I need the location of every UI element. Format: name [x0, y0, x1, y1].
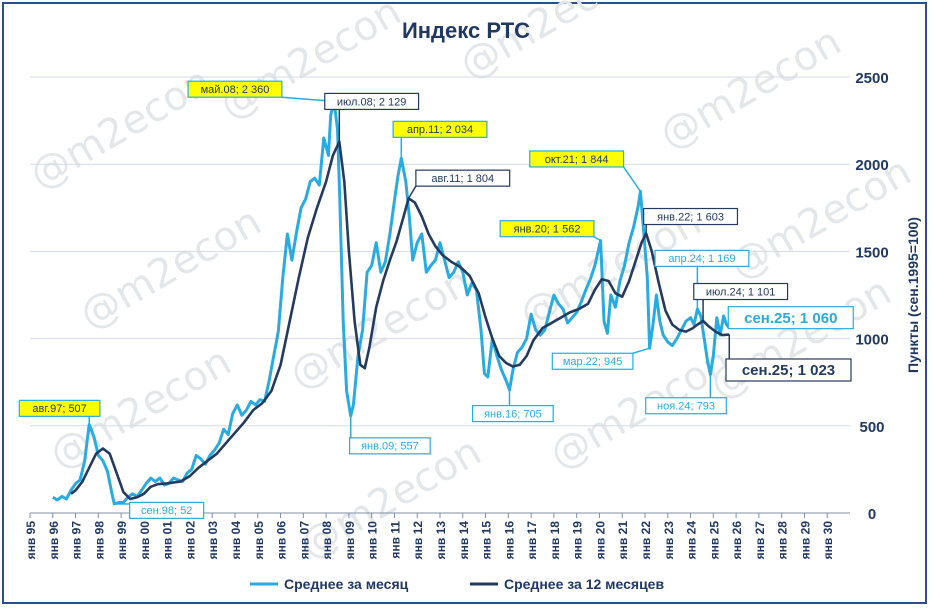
x-tick-label: янв 27 — [753, 521, 767, 560]
annotation-label: сен.98; 52 — [141, 505, 192, 517]
x-tick-label: янв 21 — [616, 521, 630, 560]
annotation-box — [324, 92, 420, 111]
x-tick-label: янв 11 — [388, 521, 402, 559]
annotation-label: апр.24; 1 169 — [668, 253, 735, 265]
x-tick-label: янв 97 — [70, 521, 84, 560]
x-tick-label: янв 26 — [730, 521, 744, 560]
x-tick-label: янв 01 — [161, 521, 175, 560]
annotation-box — [471, 404, 554, 423]
annotation-box — [727, 306, 854, 330]
x-tick-label: янв 23 — [662, 521, 676, 560]
x-tick-label: янв 24 — [685, 521, 699, 560]
x-tick-label: янв 05 — [252, 521, 266, 560]
annotation-box — [725, 358, 852, 382]
x-tick-label: янв 14 — [457, 521, 471, 560]
chart-title: Индекс РТС — [402, 18, 530, 43]
annotation-box — [129, 501, 205, 519]
x-tick-label: янв 02 — [183, 521, 197, 560]
annotation-label: авг.11; 1 804 — [431, 173, 494, 185]
x-tick-label: янв 16 — [502, 521, 516, 560]
watermark-text: @m2econ — [72, 198, 269, 338]
watermark-text: @m2econ — [652, 18, 849, 158]
annotation-label: сен.25; 1 023 — [742, 362, 835, 379]
annotation-box — [187, 80, 283, 98]
watermark-text: @m2econ — [22, 58, 219, 198]
x-tick-label: янв 04 — [229, 521, 243, 560]
annotation-label: сен.25; 1 060 — [744, 310, 837, 327]
annotation-label: янв.20; 1 562 — [514, 224, 581, 236]
watermark-text: @m2econ — [282, 258, 479, 398]
annotation-label: мар.22; 945 — [563, 356, 623, 368]
y-tick-label: 2000 — [855, 157, 888, 174]
x-tick-label: янв 03 — [206, 521, 220, 560]
series-line-annual — [70, 140, 730, 501]
x-tick-label: янв 06 — [275, 521, 289, 560]
x-tick-label: янв 07 — [297, 521, 311, 560]
annotation-box — [415, 169, 511, 187]
watermark-text: @m2econ — [452, 0, 649, 89]
annotation-label: авг.97; 507 — [32, 403, 86, 415]
x-tick-label: янв 20 — [593, 521, 607, 560]
x-tick-label: янв 00 — [138, 521, 152, 560]
annotation-box — [654, 249, 750, 267]
annotation-label: янв.22; 1 603 — [657, 211, 724, 223]
annotation-label: апр.11; 2 034 — [407, 124, 473, 136]
annotation-box — [643, 207, 739, 226]
annotation-box — [645, 397, 727, 415]
annotation-box — [348, 437, 431, 455]
x-tick-label: янв 96 — [47, 521, 61, 560]
annotation-box — [392, 120, 488, 138]
x-tick-label: янв 08 — [320, 521, 334, 560]
annotation-leader — [407, 185, 417, 199]
x-tick-label: янв 19 — [571, 521, 585, 560]
annotation-label: окт.21; 1 844 — [545, 154, 609, 166]
x-tick-label: янв 30 — [821, 521, 835, 560]
annotation-label: янв.09; 557 — [361, 441, 419, 453]
y-tick-label: 1500 — [855, 244, 888, 261]
x-tick-label: янв 10 — [366, 521, 380, 560]
annotation-box — [529, 150, 625, 168]
series-line-monthly — [52, 99, 731, 506]
x-tick-label: янв 99 — [115, 521, 129, 560]
annotation-box — [499, 220, 595, 238]
annotation-box — [551, 352, 634, 370]
y-tick-label: 0 — [868, 506, 876, 523]
x-tick-label: янв 13 — [434, 521, 448, 560]
annotation-box — [18, 399, 101, 417]
x-tick-label: янв 29 — [798, 521, 812, 560]
x-tick-label: янв 18 — [548, 521, 562, 560]
x-tick-label: янв 12 — [411, 521, 425, 560]
x-tick-label: янв 22 — [639, 521, 653, 560]
legend-label: Среднее за 12 месяцев — [504, 576, 664, 592]
annotation-label: ноя.24; 793 — [657, 401, 715, 413]
x-tick-label: янв 17 — [525, 521, 539, 560]
x-tick-label: янв 09 — [343, 521, 357, 560]
legend-label: Среднее за месяц — [284, 576, 409, 592]
y-axis-label: Пункты (сен.1995=100) — [905, 217, 921, 373]
annotation-leader — [632, 347, 650, 354]
x-tick-label: янв 15 — [480, 521, 494, 560]
x-tick-label: янв 95 — [24, 521, 38, 560]
annotation-leader — [622, 166, 642, 192]
watermark-text: @m2econ — [722, 148, 919, 288]
x-tick-label: янв 25 — [707, 521, 721, 560]
annotation-box — [693, 282, 789, 301]
x-tick-label: янв 98 — [92, 521, 106, 560]
y-tick-label: 1000 — [855, 332, 888, 349]
y-tick-label: 2500 — [855, 70, 888, 87]
x-tick-label: янв 28 — [776, 521, 790, 560]
annotation-label: май.08; 2 360 — [201, 84, 270, 96]
y-tick-label: 500 — [859, 419, 884, 436]
annotation-label: июл.08; 2 129 — [337, 96, 407, 108]
annotation-label: июл.24; 1 101 — [706, 286, 776, 298]
annotation-leader — [593, 236, 601, 242]
annotation-label: янв.16; 705 — [484, 408, 542, 420]
